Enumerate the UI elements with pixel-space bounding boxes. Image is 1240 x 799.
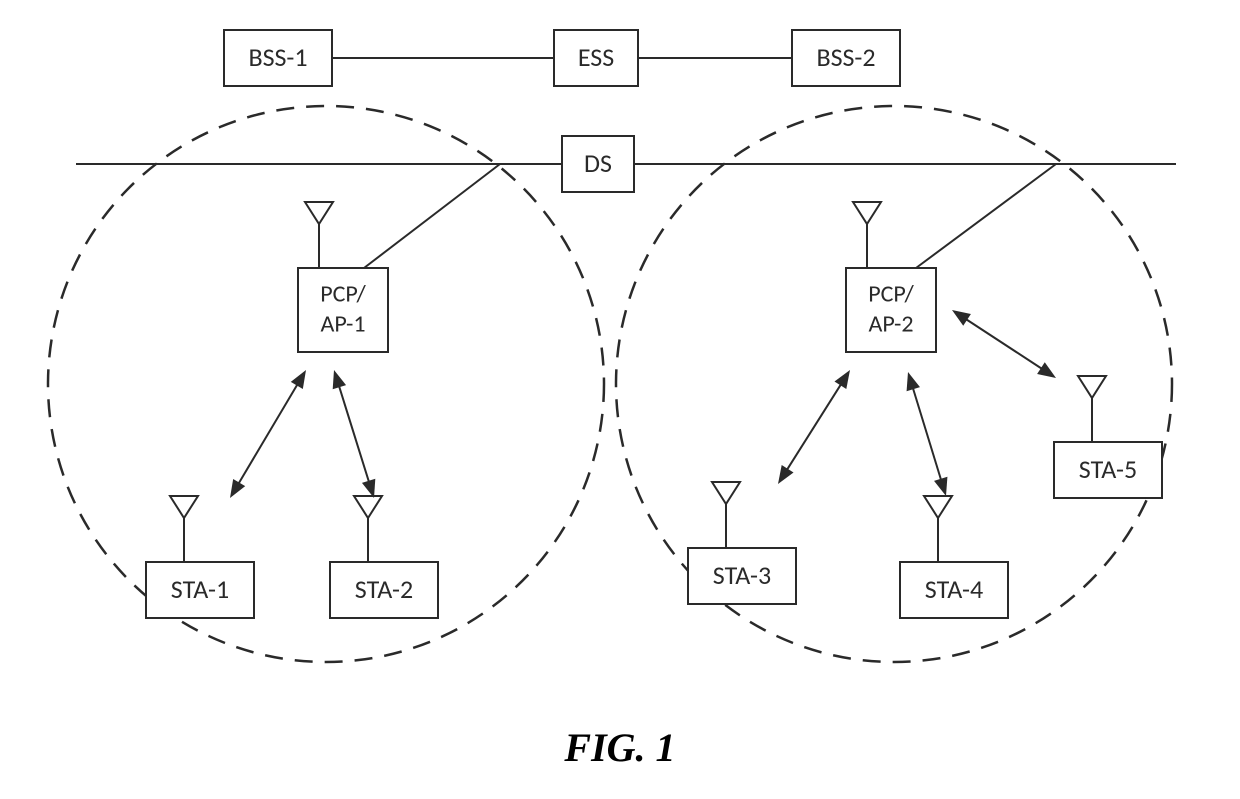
arrow-0 — [230, 370, 306, 498]
node-sta2: STA-2 — [330, 496, 438, 618]
arrow-3 — [907, 372, 948, 496]
svg-text:BSS-1: BSS-1 — [248, 41, 307, 73]
antenna-sta4-icon — [924, 496, 952, 518]
svg-text:STA-4: STA-4 — [925, 573, 983, 605]
svg-text:STA-3: STA-3 — [713, 559, 771, 591]
node-ds: DS — [562, 136, 634, 192]
ds-links — [364, 164, 1056, 268]
antenna-sta3-icon — [712, 482, 740, 504]
node-sta4: STA-4 — [900, 496, 1008, 618]
svg-text:STA-5: STA-5 — [1079, 453, 1137, 485]
antenna-ap2-icon — [853, 202, 881, 224]
nodes: BSS-1ESSBSS-2DSPCP/AP-1PCP/AP-2STA-1STA-… — [146, 30, 1162, 618]
svg-text:AP-1: AP-1 — [320, 310, 365, 339]
svg-text:DS: DS — [584, 147, 612, 179]
diagram-canvas: BSS-1ESSBSS-2DSPCP/AP-1PCP/AP-2STA-1STA-… — [0, 0, 1240, 799]
svg-text:ESS: ESS — [578, 41, 614, 73]
figure-caption: FIG. 1 — [563, 725, 675, 770]
antenna-ap1-icon — [305, 202, 333, 224]
bss1-circle — [48, 106, 604, 662]
svg-text:BSS-2: BSS-2 — [816, 41, 875, 73]
antenna-sta5-icon — [1078, 376, 1106, 398]
node-sta3: STA-3 — [688, 482, 796, 604]
svg-text:STA-2: STA-2 — [355, 573, 413, 605]
svg-text:PCP/: PCP/ — [320, 280, 366, 309]
node-ess: ESS — [554, 30, 638, 86]
antenna-sta1-icon — [170, 496, 198, 518]
svg-text:STA-1: STA-1 — [171, 573, 229, 605]
arrow-2 — [778, 370, 850, 484]
node-ap2: PCP/AP-2 — [846, 202, 936, 352]
node-bss1: BSS-1 — [224, 30, 332, 86]
node-ap1: PCP/AP-1 — [298, 202, 388, 352]
ds-link-1 — [916, 164, 1056, 268]
svg-text:AP-2: AP-2 — [868, 310, 913, 339]
arrow-4 — [952, 310, 1056, 378]
arrow-1 — [333, 370, 376, 498]
node-sta5: STA-5 — [1054, 376, 1162, 498]
node-sta1: STA-1 — [146, 496, 254, 618]
node-bss2: BSS-2 — [792, 30, 900, 86]
ds-link-0 — [364, 164, 500, 268]
svg-text:PCP/: PCP/ — [868, 280, 914, 309]
antenna-sta2-icon — [354, 496, 382, 518]
